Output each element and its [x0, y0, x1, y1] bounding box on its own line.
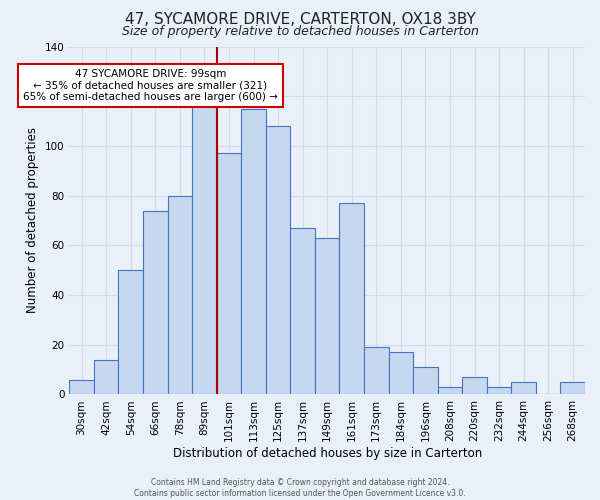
Bar [217, 154, 241, 394]
Bar [290, 228, 315, 394]
Bar [70, 380, 94, 394]
Bar [315, 238, 340, 394]
Text: 47, SYCAMORE DRIVE, CARTERTON, OX18 3BY: 47, SYCAMORE DRIVE, CARTERTON, OX18 3BY [125, 12, 475, 28]
Bar [266, 126, 290, 394]
Bar [167, 196, 192, 394]
Bar [511, 382, 536, 394]
Bar [560, 382, 585, 394]
Text: 47 SYCAMORE DRIVE: 99sqm
← 35% of detached houses are smaller (321)
65% of semi-: 47 SYCAMORE DRIVE: 99sqm ← 35% of detach… [23, 69, 278, 102]
Bar [192, 101, 217, 394]
Bar [118, 270, 143, 394]
X-axis label: Distribution of detached houses by size in Carterton: Distribution of detached houses by size … [173, 447, 482, 460]
Bar [487, 387, 511, 394]
Bar [340, 203, 364, 394]
Bar [413, 367, 437, 394]
Bar [364, 347, 389, 395]
Bar [241, 108, 266, 395]
Text: Contains HM Land Registry data © Crown copyright and database right 2024.
Contai: Contains HM Land Registry data © Crown c… [134, 478, 466, 498]
Y-axis label: Number of detached properties: Number of detached properties [26, 128, 39, 314]
Bar [94, 360, 118, 394]
Bar [462, 377, 487, 394]
Bar [389, 352, 413, 395]
Bar [143, 210, 167, 394]
Text: Size of property relative to detached houses in Carterton: Size of property relative to detached ho… [122, 25, 478, 38]
Bar [437, 387, 462, 394]
